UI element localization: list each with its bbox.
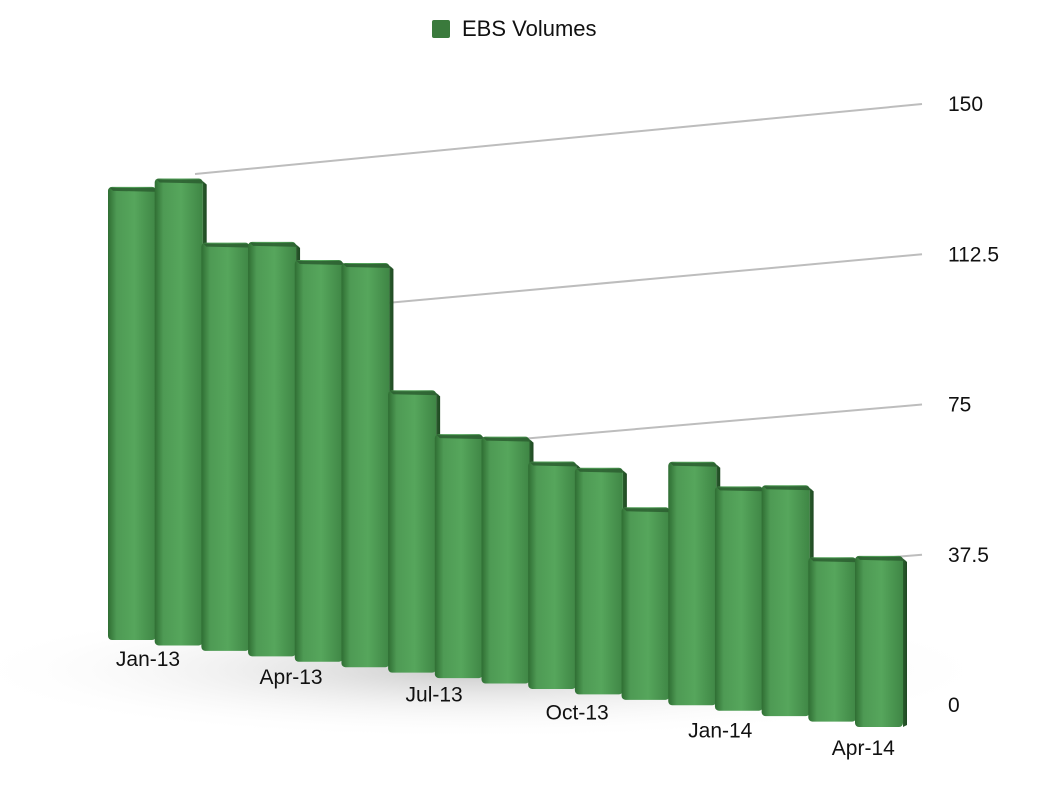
- bar: [621, 507, 674, 700]
- bar-top: [203, 243, 253, 248]
- bar-top: [483, 437, 533, 442]
- bar-top: [576, 468, 626, 473]
- bar: [668, 461, 721, 706]
- bar-front: [481, 436, 530, 684]
- gridline: [194, 103, 923, 175]
- legend-label: EBS Volumes: [462, 16, 597, 41]
- bar-top: [436, 435, 486, 440]
- bar-top: [296, 261, 346, 266]
- bar-top: [670, 462, 720, 467]
- y-tick-label: 0: [948, 694, 960, 717]
- bar-front: [668, 461, 717, 706]
- bar-top: [810, 558, 860, 563]
- bar-front: [714, 486, 763, 711]
- bar-top: [716, 487, 766, 492]
- bar-front: [388, 390, 437, 673]
- x-tick-label: Apr-14: [832, 737, 895, 760]
- y-tick-label: 75: [948, 394, 971, 417]
- bar-front: [808, 557, 857, 722]
- y-tick-label: 150: [948, 93, 983, 116]
- bar-top: [763, 486, 813, 491]
- bar: [248, 241, 301, 657]
- bar-front: [154, 178, 203, 646]
- bar-front: [434, 434, 483, 679]
- bar-front: [341, 262, 390, 668]
- bar: [855, 555, 907, 727]
- bar-front: [108, 186, 156, 640]
- y-tick-label: 112.5: [948, 243, 999, 266]
- bar-front: [294, 260, 343, 662]
- bar-front: [248, 241, 297, 657]
- bar-side: [903, 558, 907, 727]
- bar: [528, 461, 581, 689]
- bar: [574, 467, 627, 695]
- bar: [341, 262, 394, 668]
- bar-top: [110, 187, 159, 192]
- bar-top: [390, 391, 440, 396]
- bar: [761, 485, 814, 717]
- bar: [294, 260, 347, 662]
- bar-top: [623, 508, 673, 513]
- bar: [108, 186, 160, 640]
- x-tick-label: Apr-13: [260, 666, 323, 689]
- legend: EBS Volumes: [432, 16, 597, 42]
- bar-front: [761, 485, 810, 717]
- legend-swatch: [432, 20, 450, 38]
- bar-front: [201, 242, 250, 651]
- bar-top: [857, 556, 906, 561]
- bar-front: [855, 555, 903, 727]
- bar: [808, 557, 861, 722]
- bar: [481, 436, 534, 684]
- x-tick-label: Jan-14: [688, 719, 753, 742]
- bar: [714, 486, 767, 711]
- bar-front: [528, 461, 577, 689]
- bar-top: [156, 179, 206, 184]
- x-tick-label: Oct-13: [546, 701, 609, 724]
- bar: [154, 178, 207, 646]
- bar-top: [530, 462, 580, 467]
- bar-front: [574, 467, 623, 695]
- y-tick-label: 37.5: [948, 544, 989, 567]
- bar: [388, 390, 441, 673]
- x-tick-label: Jul-13: [406, 684, 463, 707]
- x-tick-label: Jan-13: [116, 648, 180, 671]
- bar: [201, 242, 254, 651]
- bar-top: [343, 263, 393, 268]
- bar-front: [621, 507, 670, 700]
- bar-top: [250, 242, 300, 247]
- bar: [434, 434, 487, 679]
